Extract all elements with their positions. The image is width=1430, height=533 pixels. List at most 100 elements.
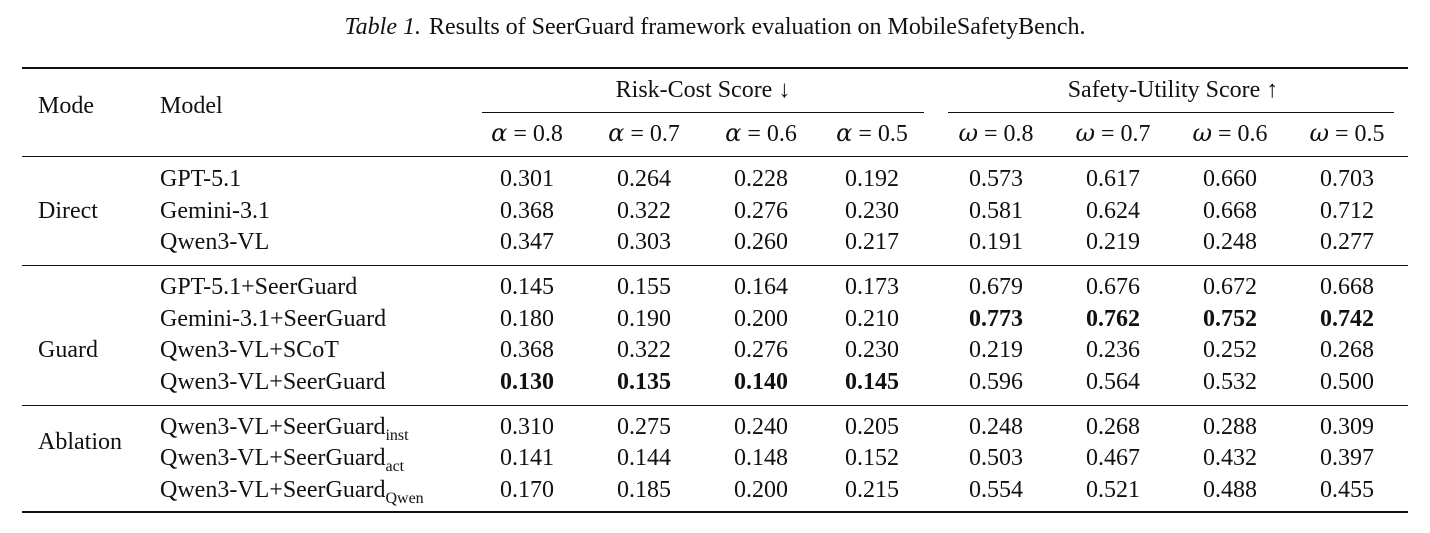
safety-utility-underline	[948, 112, 1394, 113]
table-cell: 0.554	[969, 477, 1023, 503]
table-cell: 0.230	[845, 337, 899, 363]
table-cell: 0.503	[969, 445, 1023, 471]
header-safety-utility: Safety-Utility Score ↑	[1067, 77, 1279, 103]
table-cell: 0.144	[617, 445, 671, 471]
table-cell: 0.347	[500, 229, 554, 255]
table-cell: 0.668	[1203, 198, 1257, 224]
table-caption: Table 1. Results of SeerGuard framework e…	[0, 12, 1430, 42]
model-label: GPT-5.1+SeerGuard	[160, 274, 358, 300]
table-cell: 0.303	[617, 229, 671, 255]
table-cell: 0.676	[1086, 274, 1140, 300]
table-cell: 0.742	[1320, 306, 1374, 332]
model-label: Gemini-3.1	[160, 198, 270, 224]
table-cell: 0.219	[969, 337, 1023, 363]
table-cell: 0.368	[500, 198, 554, 224]
table-cell: 0.228	[734, 166, 788, 192]
table-cell: 0.310	[500, 414, 554, 440]
model-name: Qwen3-VL+SeerGuard	[160, 368, 385, 396]
param-header: ω = 0.5	[1309, 119, 1384, 148]
table-cell: 0.712	[1320, 198, 1374, 224]
table-cell: 0.703	[1320, 166, 1374, 192]
bottom-rule	[22, 511, 1408, 513]
table-cell: 0.679	[969, 274, 1023, 300]
mode-label: Guard	[38, 337, 98, 363]
table-cell: 0.236	[1086, 337, 1140, 363]
table-cell: 0.268	[1086, 414, 1140, 440]
table-cell: 0.210	[845, 306, 899, 332]
table-cell: 0.432	[1203, 445, 1257, 471]
table-cell: 0.145	[500, 274, 554, 300]
table-cell: 0.288	[1203, 414, 1257, 440]
table-cell: 0.248	[969, 414, 1023, 440]
table-cell: 0.173	[845, 274, 899, 300]
table-cell: 0.309	[1320, 414, 1374, 440]
table-cell: 0.170	[500, 477, 554, 503]
table-cell: 0.205	[845, 414, 899, 440]
table-cell: 0.668	[1320, 274, 1374, 300]
table-cell: 0.573	[969, 166, 1023, 192]
table-cell: 0.191	[969, 229, 1023, 255]
table-cell: 0.500	[1320, 369, 1374, 395]
table-cell: 0.275	[617, 414, 671, 440]
table-cell: 0.135	[617, 369, 671, 395]
table-cell: 0.192	[845, 166, 899, 192]
table-cell: 0.190	[617, 306, 671, 332]
model-label: Gemini-3.1+SeerGuard	[160, 306, 387, 332]
table-cell: 0.277	[1320, 229, 1374, 255]
table-cell: 0.322	[617, 198, 671, 224]
table-cell: 0.276	[734, 337, 788, 363]
param-value: = 0.8	[978, 121, 1034, 147]
table-cell: 0.301	[500, 166, 554, 192]
model-name: Qwen3-VL+SeerGuardinst	[160, 413, 409, 444]
model-label: Qwen3-VL+SeerGuard	[160, 369, 386, 395]
param-header: ω = 0.6	[1192, 119, 1267, 148]
table-cell: 0.140	[734, 369, 788, 395]
table-cell: 0.260	[734, 229, 788, 255]
model-label: Qwen3-VL+SeerGuard	[160, 414, 386, 440]
alpha-symbol: α	[608, 119, 625, 147]
param-value: = 0.6	[741, 121, 797, 147]
caption-label: Table 1.	[344, 14, 421, 40]
table-cell: 0.532	[1203, 369, 1257, 395]
mode-label: Ablation	[38, 429, 122, 455]
param-header: α = 0.6	[725, 119, 797, 148]
model-label: Qwen3-VL+SeerGuard	[160, 477, 386, 503]
param-value: = 0.8	[507, 121, 563, 147]
header-model: Model	[160, 93, 223, 119]
param-value: = 0.7	[624, 121, 680, 147]
table-cell: 0.268	[1320, 337, 1374, 363]
alpha-symbol: α	[725, 119, 742, 147]
param-value: = 0.5	[1329, 121, 1385, 147]
table-cell: 0.155	[617, 274, 671, 300]
header-risk-cost: Risk-Cost Score ↓	[615, 77, 791, 103]
table-cell: 0.762	[1086, 306, 1140, 332]
table-cell: 0.488	[1203, 477, 1257, 503]
param-header: ω = 0.8	[958, 119, 1033, 148]
header-mode: Mode	[38, 93, 94, 119]
model-subscript: Qwen	[385, 490, 424, 507]
table-cell: 0.397	[1320, 445, 1374, 471]
model-name: Qwen3-VL+SeerGuardact	[160, 444, 404, 475]
table-cell: 0.521	[1086, 477, 1140, 503]
table-cell: 0.230	[845, 198, 899, 224]
table-cell: 0.660	[1203, 166, 1257, 192]
omega-symbol: ω	[1075, 119, 1096, 147]
table-cell: 0.252	[1203, 337, 1257, 363]
omega-symbol: ω	[958, 119, 979, 147]
table-cell: 0.200	[734, 477, 788, 503]
param-value: = 0.6	[1212, 121, 1268, 147]
table-cell: 0.455	[1320, 477, 1374, 503]
table-cell: 0.564	[1086, 369, 1140, 395]
model-label: Qwen3-VL+SeerGuard	[160, 445, 386, 471]
table-cell: 0.240	[734, 414, 788, 440]
table-cell: 0.185	[617, 477, 671, 503]
model-name: Qwen3-VL	[160, 228, 269, 256]
table-cell: 0.467	[1086, 445, 1140, 471]
model-name: Gemini-3.1+SeerGuard	[160, 305, 386, 333]
risk-cost-underline	[482, 112, 924, 113]
model-label: GPT-5.1	[160, 166, 242, 192]
guard-rule	[22, 405, 1408, 406]
table-cell: 0.180	[500, 306, 554, 332]
param-header: α = 0.5	[836, 119, 908, 148]
table-cell: 0.752	[1203, 306, 1257, 332]
